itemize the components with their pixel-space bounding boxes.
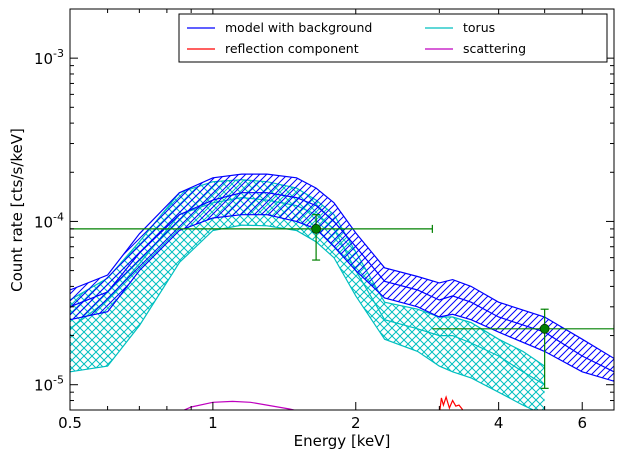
data-point-0-marker	[311, 224, 322, 234]
legend-box	[178, 13, 608, 63]
x-tick-label-1: 1	[208, 414, 218, 432]
series-3-line	[182, 400, 297, 410]
legend-label-3: scattering	[463, 41, 526, 56]
x-tick-label-3: 4	[494, 414, 504, 432]
legend-label-0: model with background	[225, 20, 372, 35]
series-0-upper-line	[70, 173, 614, 359]
series-2-line	[439, 395, 464, 410]
legend-label-1: torus	[463, 20, 495, 35]
x-axis-label: Energy [keV]	[294, 432, 391, 450]
x-tick-label-4: 6	[577, 414, 587, 432]
series-0-line	[70, 192, 614, 373]
data-point-0	[70, 214, 433, 261]
data-point-1	[432, 308, 614, 389]
plot-frame	[69, 8, 615, 411]
data-point-1-marker	[539, 323, 550, 334]
y-tick-label-2: 10-3	[34, 47, 64, 68]
series-1-lower-line	[70, 224, 535, 410]
y-axis-label: Count rate [cts/s/keV]	[8, 128, 26, 292]
y-tick-label-1: 10-4	[34, 210, 64, 231]
y-tick-label-0: 10-5	[34, 374, 64, 395]
series-1-band	[70, 179, 545, 410]
x-tick-label-0: 0.5	[58, 414, 82, 432]
legend-label-2: reflection component	[225, 41, 359, 56]
series-0-band	[70, 174, 614, 382]
x-tick-label-2: 2	[351, 414, 361, 432]
plot-background	[70, 9, 614, 410]
